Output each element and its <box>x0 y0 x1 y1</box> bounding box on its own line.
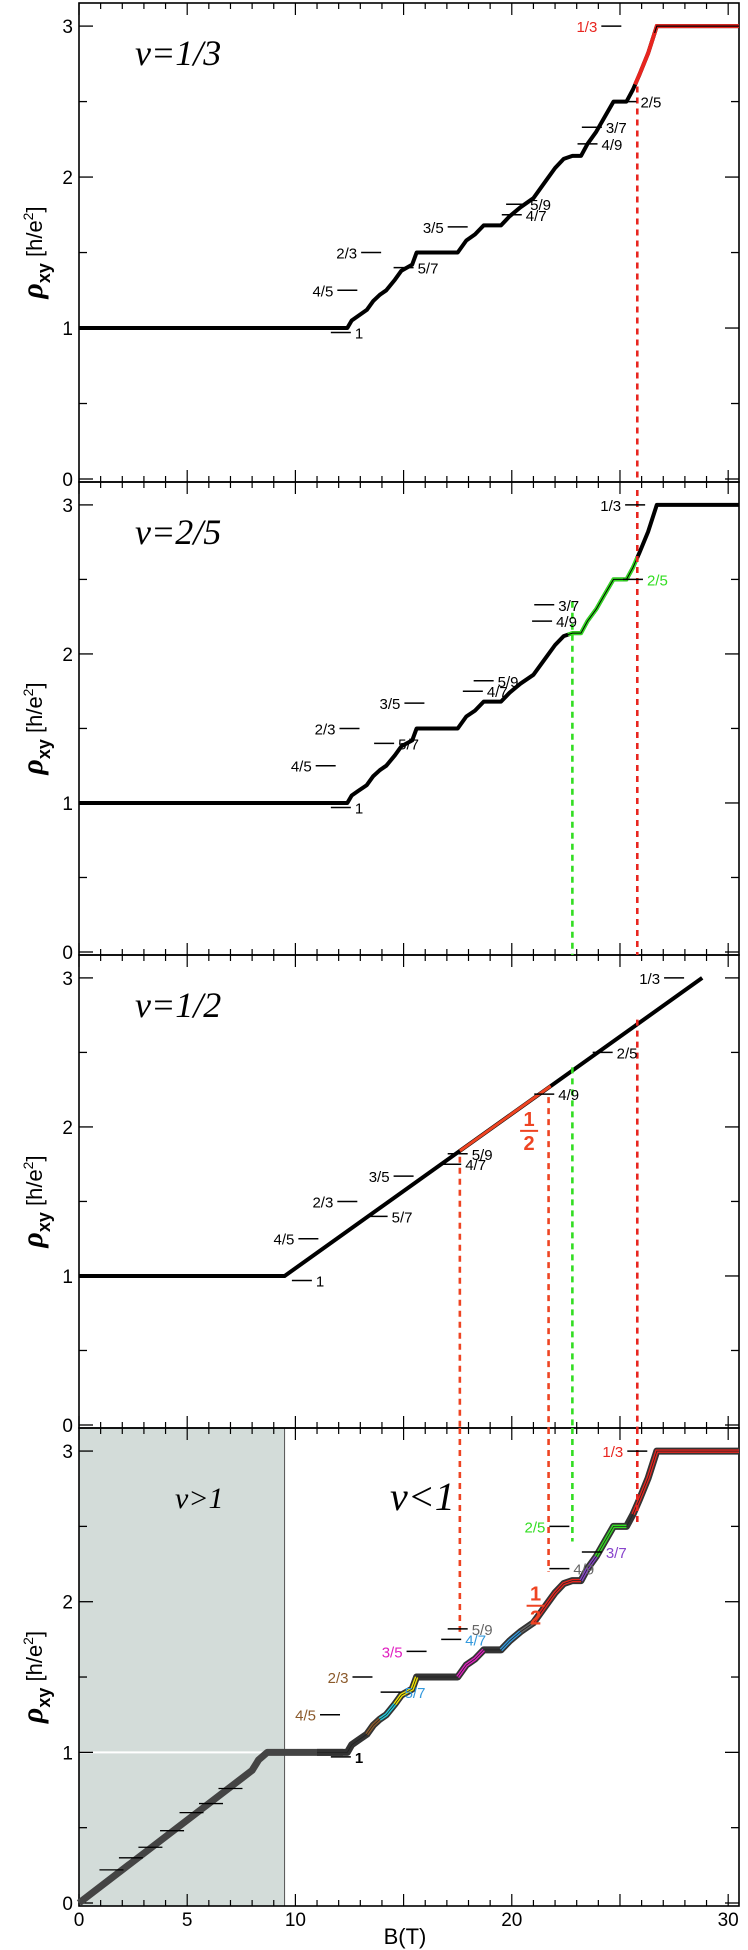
y-axis-label: ρxy [h/e2] <box>16 1155 54 1248</box>
labels-layer: ν=1/314/52/35/73/54/75/94/93/72/51/3ν=2/… <box>135 19 685 1767</box>
y-tick-label: 3 <box>62 1442 73 1463</box>
series-highlight-1-2 <box>459 1084 552 1153</box>
fraction-label: 4/9 <box>558 1087 579 1104</box>
y-tick-label: 3 <box>62 496 73 517</box>
fraction-label: 4/5 <box>291 759 312 776</box>
x-axis-label: B(T) <box>384 1924 427 1949</box>
y-tick-label: 0 <box>62 1894 73 1915</box>
panel-frame <box>78 1427 740 1907</box>
fraction-label: 4/7 <box>526 208 547 225</box>
fraction-label: 3/5 <box>380 696 401 713</box>
half-label-denominator: 2 <box>524 1133 535 1155</box>
fraction-label: 5/7 <box>418 261 439 278</box>
fraction-label: 5/7 <box>392 1209 413 1226</box>
fraction-label: 3/5 <box>423 220 444 237</box>
fraction-label: 1 <box>355 800 363 817</box>
x-tick-label: 30 <box>718 1910 739 1931</box>
fraction-label: 2/5 <box>617 1045 638 1062</box>
fraction-label: 2/3 <box>312 1194 333 1211</box>
fraction-label: 5/9 <box>530 197 551 214</box>
y-tick-label: 0 <box>62 1416 73 1437</box>
fraction-label: 4/9 <box>573 1562 594 1579</box>
x-tick-label: 10 <box>285 1910 306 1931</box>
fraction-label: 2/5 <box>647 572 668 589</box>
fraction-label: 2/3 <box>336 246 357 263</box>
fraction-label: 1/3 <box>602 1444 623 1461</box>
series-composite <box>317 1447 739 1756</box>
fraction-label: 1/3 <box>600 498 621 515</box>
panel-2: 0 1 2 3 ρxy [h/e2] <box>16 481 740 964</box>
series-low-field <box>76 1748 343 1906</box>
panel-title: ν=1/2 <box>135 985 221 1025</box>
fraction-label: 4/7 <box>487 684 508 701</box>
fraction-label: 3/7 <box>606 1545 627 1562</box>
fraction-label: 4/7 <box>465 1632 486 1649</box>
fraction-label: 2/5 <box>525 1519 546 1536</box>
x-tick-label: 0 <box>74 1910 85 1931</box>
y-axis-label: ρxy [h/e2] <box>16 206 54 299</box>
series-highlight-1-3 <box>633 24 739 86</box>
y-tick-label: 3 <box>62 17 73 38</box>
fraction-label: 4/5 <box>295 1708 316 1725</box>
fraction-label: 5/9 <box>472 1147 493 1164</box>
fraction-label: 3/7 <box>606 120 627 137</box>
y-tick-label: 1 <box>62 1267 73 1288</box>
y-tick-label: 2 <box>62 645 73 666</box>
series-composite-core <box>317 1450 739 1753</box>
panel-title: ν>1 <box>175 1482 224 1515</box>
series-half-line <box>79 976 704 1278</box>
y-tick-label: 1 <box>62 1743 73 1764</box>
y-tick-label: 2 <box>62 1118 73 1139</box>
x-tick-label: 5 <box>182 1910 193 1931</box>
fraction-label: 4/7 <box>465 1157 486 1174</box>
fraction-label: 3/5 <box>369 1169 390 1186</box>
fraction-label: 4/5 <box>274 1232 295 1249</box>
fraction-label: 5/7 <box>398 736 419 753</box>
fraction-label: 3/7 <box>558 598 579 615</box>
y-tick-label: 1 <box>62 794 73 815</box>
panel-subtitle: ν<1 <box>390 1474 455 1519</box>
fraction-label: 2/5 <box>640 95 661 112</box>
half-label-numerator: 1 <box>524 1109 535 1131</box>
panel-frame <box>78 954 740 1429</box>
series-highlight-core <box>654 25 739 34</box>
panel-1: 0 1 2 3 ρxy [h/e2] <box>16 2 740 491</box>
y-tick-label: 0 <box>62 943 73 964</box>
fraction-label: 1 <box>355 1750 363 1767</box>
fraction-label: 3/5 <box>382 1644 403 1661</box>
fraction-label: 5/9 <box>472 1622 493 1639</box>
fraction-label: 1 <box>355 326 363 343</box>
fraction-label: 1/3 <box>576 19 597 36</box>
y-tick-label: 0 <box>62 470 73 491</box>
curves-layer <box>76 24 739 1906</box>
fraction-label: 1/3 <box>639 971 660 988</box>
y-tick-label: 3 <box>62 969 73 990</box>
fraction-label: 1 <box>316 1273 324 1290</box>
y-tick-label: 2 <box>62 168 73 189</box>
y-axis-label: ρxy [h/e2] <box>16 682 54 775</box>
panel-title: ν=2/5 <box>135 512 221 552</box>
fraction-label: 4/9 <box>556 614 577 631</box>
series-highlight-2-5 <box>567 556 640 637</box>
y-axis-label: ρxy [h/e2] <box>16 1631 54 1724</box>
fraction-label: 4/9 <box>602 137 623 154</box>
fraction-label: 2/3 <box>328 1670 349 1687</box>
fraction-label: 4/5 <box>312 283 333 300</box>
panel-title: ν=1/3 <box>135 33 221 73</box>
fraction-label: 2/3 <box>315 721 336 738</box>
y-tick-label: 1 <box>62 319 73 340</box>
y-tick-label: 2 <box>62 1593 73 1614</box>
series-highlight-core <box>567 557 638 636</box>
half-label-denominator: 2 <box>530 1608 541 1630</box>
x-tick-label: 20 <box>501 1910 522 1931</box>
fraction-label: 5/7 <box>405 1685 426 1702</box>
half-label-numerator: 1 <box>530 1584 541 1606</box>
fraction-label: 5/9 <box>498 674 519 691</box>
